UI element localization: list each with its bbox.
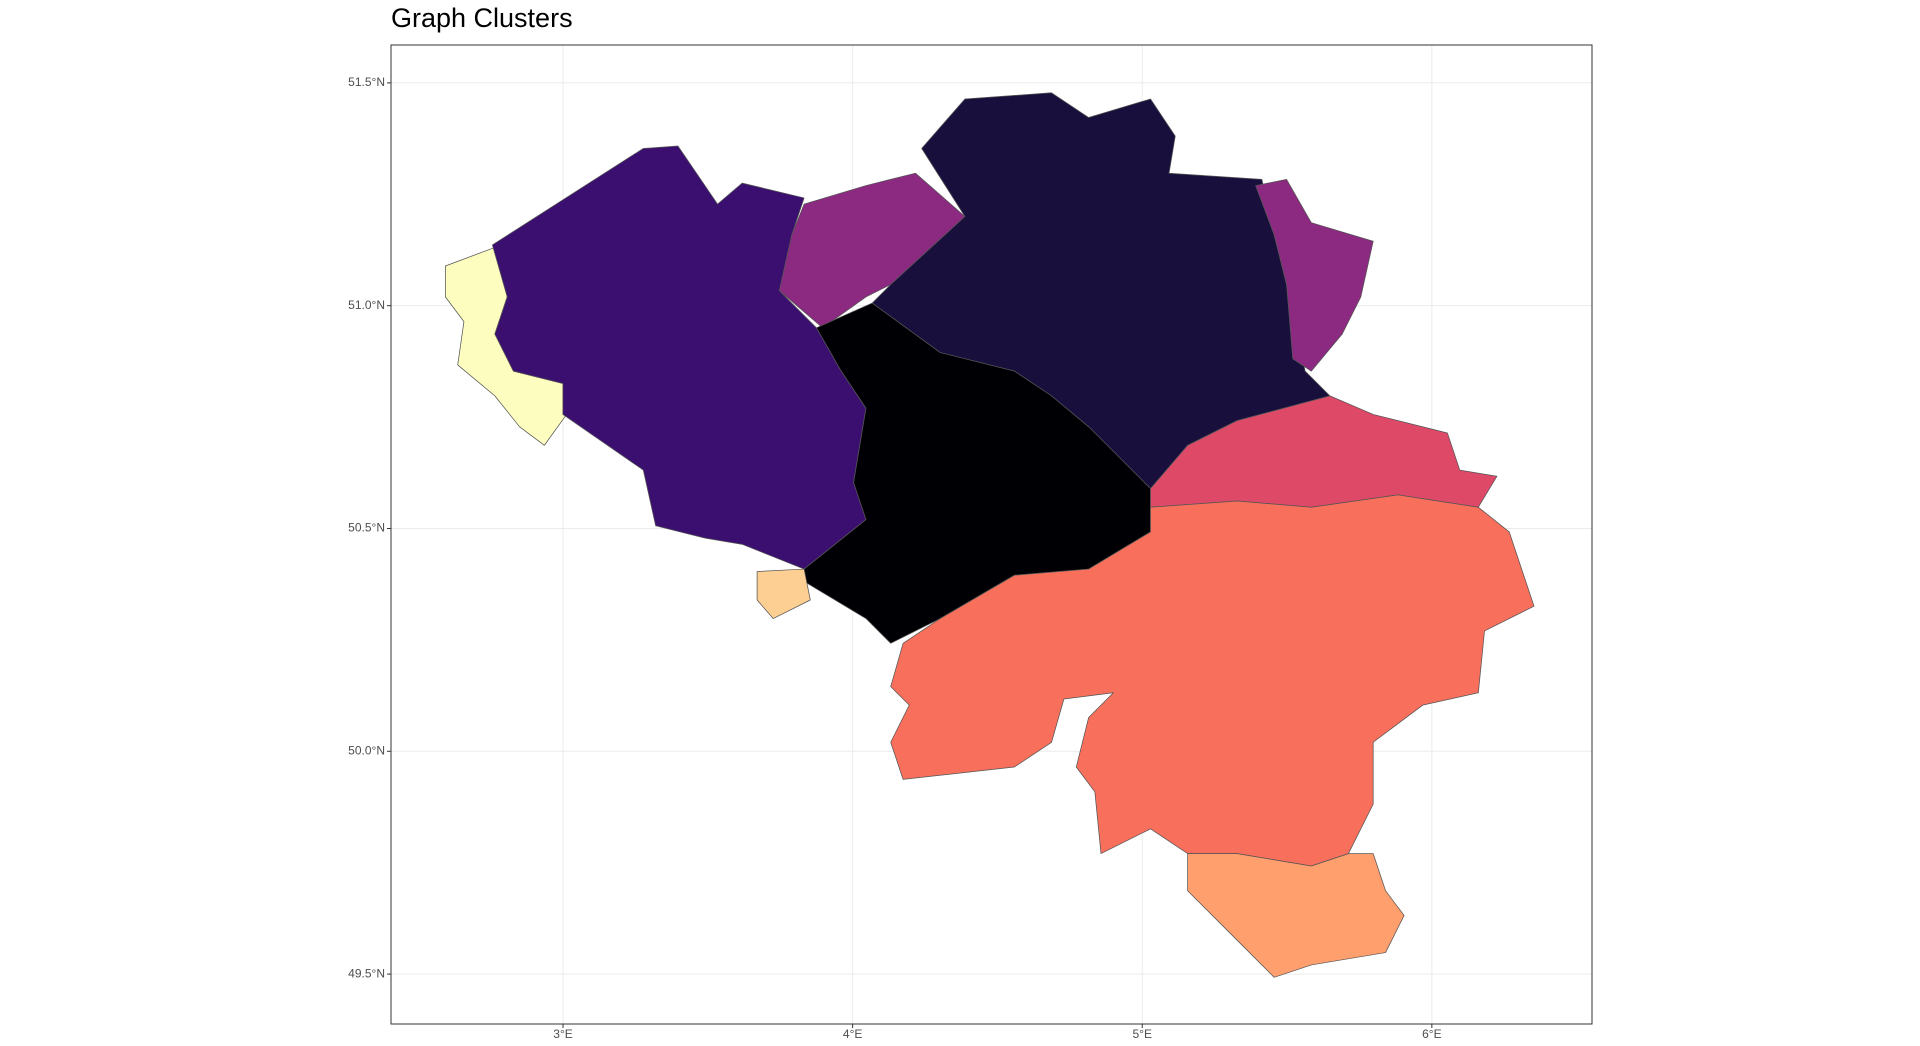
y-tick-label: 50.0°N [348,743,385,757]
panel-border [390,44,1593,1025]
cluster-region [803,302,1151,644]
clusters [444,92,1535,978]
y-tick-label: 51.5°N [348,75,385,89]
cluster-region [890,494,1535,867]
y-tick-label: 49.5°N [348,966,385,980]
x-tick-label: 3°E [553,1027,572,1041]
chart-title: Graph Clusters [391,3,573,33]
cluster-region [1187,853,1405,978]
x-tick-label: 6°E [1422,1027,1441,1041]
x-tick-label: 4°E [843,1027,862,1041]
cluster-region [1255,179,1374,372]
x-tick-label: 5°E [1132,1027,1151,1041]
y-tick-label: 50.5°N [348,521,385,535]
cluster-region [756,568,811,619]
y-tick-label: 51.0°N [348,298,385,312]
cluster-region [779,172,966,329]
